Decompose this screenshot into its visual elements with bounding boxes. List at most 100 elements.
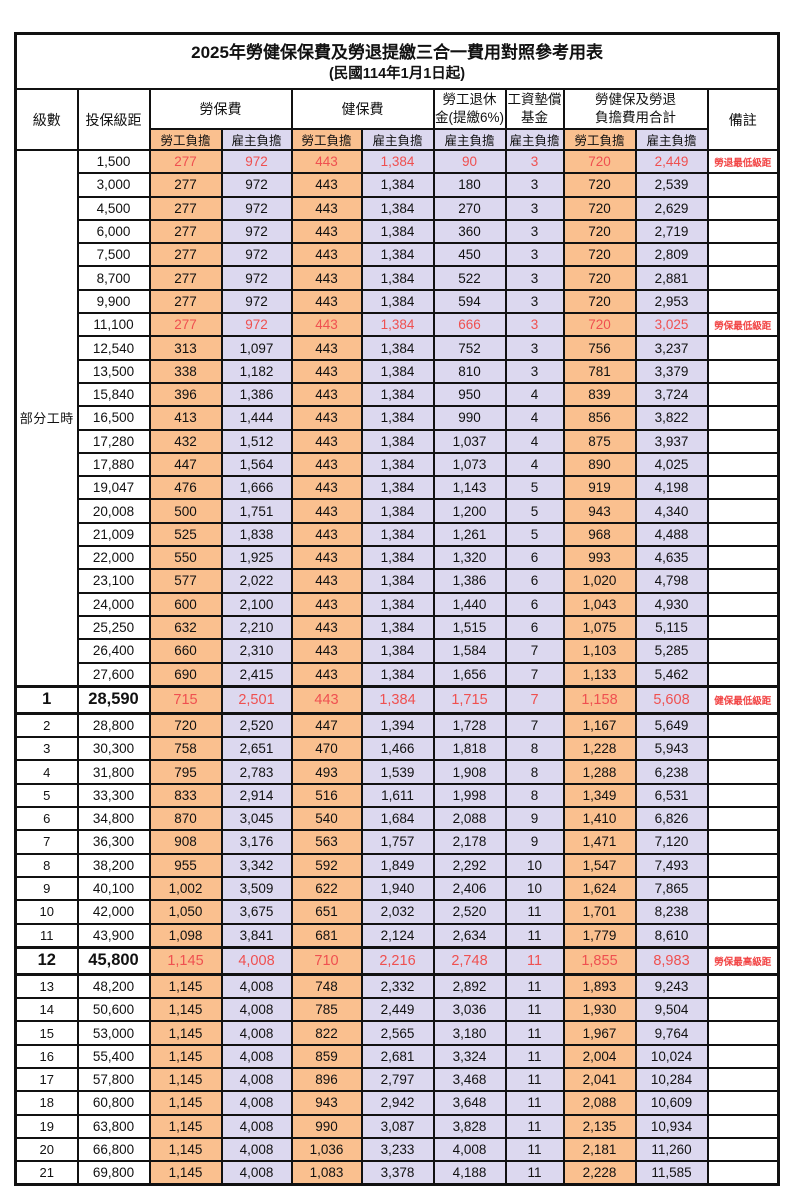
wage-fund-employer-cell: 5 bbox=[504, 475, 565, 501]
bracket-cell: 3,000 bbox=[76, 172, 151, 198]
labor-employer-cell: 1,386 bbox=[220, 381, 293, 408]
total-employee-cell: 890 bbox=[562, 451, 637, 478]
table-row: 26,400 660 2,310 443 1,384 1,584 7 1,103 5,285 bbox=[16, 638, 780, 664]
bracket-cell: 55,400 bbox=[76, 1043, 151, 1069]
total-employer-cell: 6,826 bbox=[634, 806, 709, 832]
health-employer-cell: 1,539 bbox=[360, 759, 435, 785]
pension-employer-cell: 1,200 bbox=[432, 498, 507, 524]
health-employer-cell: 2,124 bbox=[360, 922, 435, 949]
table-row: 8 38,200 955 3,342 592 1,849 2,292 10 1,547 7,493 bbox=[14, 852, 780, 878]
bracket-cell: 50,600 bbox=[76, 997, 151, 1023]
table-row: 20,008 500 1,751 443 1,384 1,200 5 943 4,340 bbox=[16, 498, 780, 524]
remark-cell bbox=[706, 545, 780, 571]
subheader-health-employee: 勞工負擔 bbox=[290, 128, 363, 151]
total-employee-cell: 720 bbox=[562, 172, 637, 198]
health-employee-cell: 540 bbox=[290, 806, 363, 832]
health-employer-cell: 1,384 bbox=[360, 545, 435, 571]
table-row: 6,000 277 972 443 1,384 360 3 720 2,719 bbox=[16, 218, 780, 245]
remark-cell bbox=[706, 195, 780, 221]
labor-employee-cell: 1,145 bbox=[148, 1043, 223, 1069]
total-employee-cell: 2,041 bbox=[562, 1066, 637, 1093]
labor-employer-cell: 972 bbox=[220, 265, 293, 291]
bracket-cell: 33,300 bbox=[76, 782, 151, 809]
pension-employer-cell: 1,715 bbox=[432, 684, 507, 715]
labor-employee-cell: 447 bbox=[148, 451, 223, 478]
health-employer-cell: 1,384 bbox=[360, 661, 435, 688]
labor-employee-cell: 432 bbox=[148, 428, 223, 454]
bracket-cell: 53,000 bbox=[76, 1020, 151, 1046]
total-employer-cell: 6,238 bbox=[634, 759, 709, 785]
remark-cell bbox=[706, 451, 780, 478]
wage-fund-employer-cell: 11 bbox=[504, 1090, 565, 1116]
table-row: 27,600 690 2,415 443 1,384 1,656 7 1,133 5,462 bbox=[16, 661, 780, 688]
pension-employer-cell: 1,584 bbox=[432, 638, 507, 664]
labor-employee-cell: 313 bbox=[148, 335, 223, 361]
bracket-cell: 69,800 bbox=[76, 1160, 151, 1186]
total-employee-cell: 2,135 bbox=[562, 1113, 637, 1139]
total-employee-cell: 875 bbox=[562, 428, 637, 454]
total-employer-cell: 5,608 bbox=[634, 684, 709, 715]
level-cell: 12 bbox=[14, 945, 79, 976]
remark-cell bbox=[706, 428, 780, 454]
health-employee-cell: 1,083 bbox=[290, 1160, 363, 1186]
health-employee-cell: 896 bbox=[290, 1066, 363, 1093]
header-pension-line2: 金(提繳6%) bbox=[434, 110, 504, 125]
labor-employee-cell: 396 bbox=[148, 381, 223, 408]
bracket-cell: 42,000 bbox=[76, 899, 151, 925]
table-row: 9,900 277 972 443 1,384 594 3 720 2,953 bbox=[16, 288, 780, 315]
total-employee-cell: 1,167 bbox=[562, 712, 637, 739]
health-employee-cell: 443 bbox=[290, 242, 363, 268]
labor-employer-cell: 3,176 bbox=[220, 829, 293, 855]
total-employer-cell: 10,934 bbox=[634, 1113, 709, 1139]
labor-employer-cell: 2,501 bbox=[220, 684, 293, 715]
labor-employee-cell: 720 bbox=[148, 712, 223, 739]
total-employer-cell: 3,724 bbox=[634, 381, 709, 408]
remark-cell bbox=[706, 381, 780, 408]
table-row: 22,000 550 1,925 443 1,384 1,320 6 993 4,635 bbox=[16, 545, 780, 571]
table-row: 21 69,800 1,145 4,008 1,083 3,378 4,188 11 2,228… bbox=[14, 1160, 780, 1186]
labor-employee-cell: 795 bbox=[148, 759, 223, 785]
bracket-cell: 16,500 bbox=[76, 405, 151, 431]
wage-fund-employer-cell: 11 bbox=[504, 899, 565, 925]
labor-employee-cell: 277 bbox=[148, 242, 223, 268]
pension-employer-cell: 810 bbox=[432, 358, 507, 384]
table-row: 10 42,000 1,050 3,675 651 2,032 2,520 11 1,701 8,… bbox=[14, 899, 780, 925]
bracket-cell: 12,540 bbox=[76, 335, 151, 361]
wage-fund-employer-cell: 3 bbox=[504, 312, 565, 338]
health-employee-cell: 622 bbox=[290, 875, 363, 902]
bracket-cell: 66,800 bbox=[76, 1136, 151, 1163]
wage-fund-employer-cell: 3 bbox=[504, 358, 565, 384]
table-row: 部分工時 1,500 277 972 443 1,384 90 3 720 2,449 勞退最低級距 bbox=[14, 148, 780, 688]
wage-fund-employer-cell: 3 bbox=[504, 265, 565, 291]
labor-employee-cell: 277 bbox=[148, 148, 223, 175]
table-row: 17 57,800 1,145 4,008 896 2,797 3,468 11 2,041 10… bbox=[14, 1066, 780, 1093]
total-employer-cell: 8,983 bbox=[634, 945, 709, 976]
bracket-cell: 17,880 bbox=[76, 451, 151, 478]
health-employee-cell: 563 bbox=[290, 829, 363, 855]
labor-employer-cell: 972 bbox=[220, 172, 293, 198]
total-employee-cell: 2,004 bbox=[562, 1043, 637, 1069]
pension-employer-cell: 594 bbox=[432, 288, 507, 315]
wage-fund-employer-cell: 4 bbox=[504, 428, 565, 454]
level-cell: 3 bbox=[14, 736, 79, 762]
wage-fund-employer-cell: 7 bbox=[504, 712, 565, 739]
header-level: 級數 bbox=[14, 88, 79, 151]
health-employee-cell: 1,036 bbox=[290, 1136, 363, 1163]
pension-employer-cell: 1,386 bbox=[432, 568, 507, 594]
table-row: 13,500 338 1,182 443 1,384 810 3 781 3,379 bbox=[16, 358, 780, 384]
table-row: 11,100 277 972 443 1,384 666 3 720 3,025 勞保最低級距 bbox=[16, 312, 780, 338]
remark-cell bbox=[706, 242, 780, 268]
labor-employer-cell: 1,564 bbox=[220, 451, 293, 478]
wage-fund-employer-cell: 3 bbox=[504, 148, 565, 175]
health-employee-cell: 443 bbox=[290, 568, 363, 594]
labor-employee-cell: 870 bbox=[148, 806, 223, 832]
health-employee-cell: 470 bbox=[290, 736, 363, 762]
total-employer-cell: 5,115 bbox=[634, 614, 709, 641]
wage-fund-employer-cell: 7 bbox=[504, 684, 565, 715]
total-employee-cell: 756 bbox=[562, 335, 637, 361]
health-employee-cell: 443 bbox=[290, 381, 363, 408]
health-employer-cell: 3,233 bbox=[360, 1136, 435, 1163]
wage-fund-employer-cell: 8 bbox=[504, 782, 565, 809]
subheader-pension-employer: 雇主負擔 bbox=[432, 128, 507, 151]
total-employer-cell: 2,719 bbox=[634, 218, 709, 245]
